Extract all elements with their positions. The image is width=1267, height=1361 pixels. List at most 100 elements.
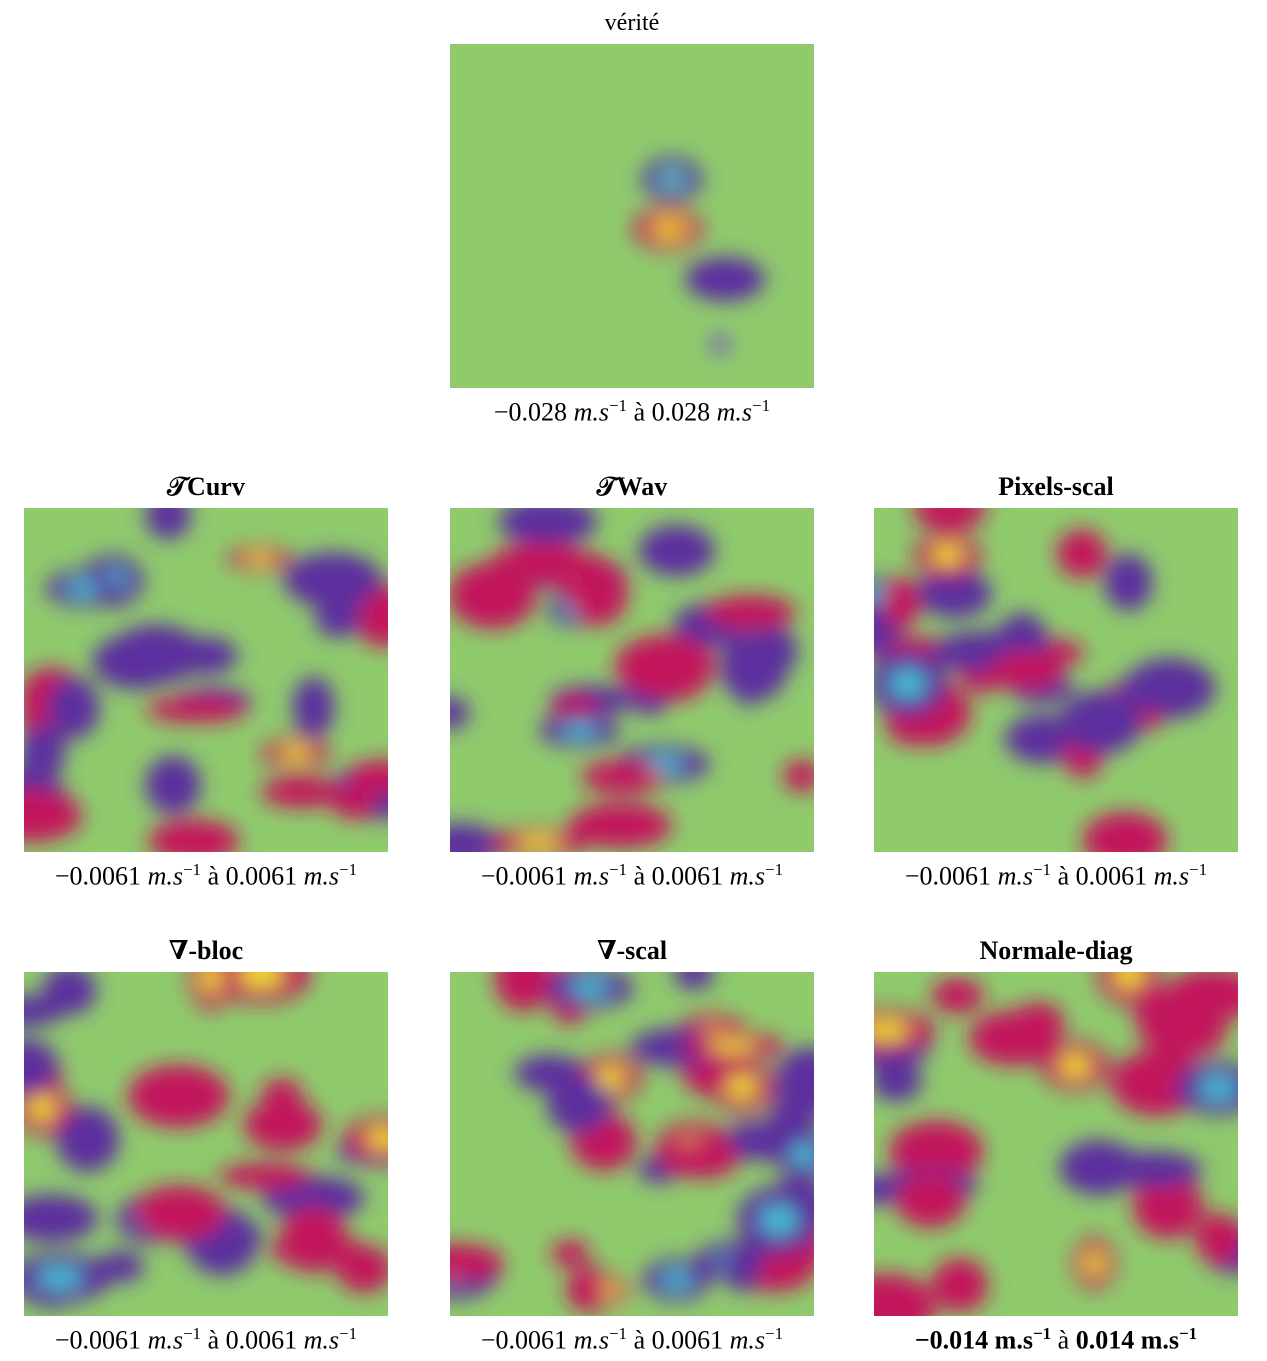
unit-exponent: −1 — [608, 396, 628, 415]
blob — [92, 634, 181, 690]
range-max: 0.0061 — [225, 861, 298, 891]
unit-exponent: −1 — [339, 860, 358, 879]
blob — [1060, 690, 1142, 755]
range-max: 0.0061 — [651, 861, 724, 891]
blob — [450, 562, 537, 629]
blob — [601, 1284, 619, 1297]
blob — [260, 776, 343, 808]
blob — [292, 676, 335, 738]
unit: m.s — [303, 1325, 340, 1355]
caption: −0.0061 m.s−1 à 0.0061 m.s−1 — [412, 1324, 852, 1356]
caption: −0.0061 m.s−1 à 0.0061 m.s−1 — [836, 860, 1267, 892]
range-min: −0.0061 — [480, 861, 568, 891]
caption: −0.0061 m.s−1 à 0.0061 m.s−1 — [0, 860, 426, 892]
range-max: 0.0061 — [1075, 861, 1148, 891]
blob — [201, 972, 222, 993]
blob — [988, 651, 1064, 690]
blob — [24, 789, 83, 842]
blob — [550, 1240, 590, 1267]
blob — [55, 1106, 120, 1172]
unit-exponent: −1 — [608, 1324, 628, 1343]
blob — [931, 1258, 989, 1312]
blob — [874, 1058, 923, 1102]
blob — [1124, 658, 1216, 719]
blob — [673, 972, 714, 990]
unit-exponent: −1 — [1189, 860, 1208, 879]
panel-title: 𝒯Wav — [596, 472, 668, 501]
blob — [1011, 1002, 1065, 1046]
blob — [708, 334, 732, 354]
blob — [134, 1185, 226, 1240]
unit: m.s — [573, 397, 609, 427]
blob — [269, 1237, 370, 1268]
blob — [912, 508, 987, 531]
unit: m.s — [147, 861, 183, 891]
panel-title: Pixels-scal — [998, 472, 1114, 501]
caption: −0.028 m.s−1 à 0.028 m.s−1 — [412, 396, 852, 428]
unit: m.s — [997, 861, 1033, 891]
connector: à — [207, 1325, 220, 1355]
blob — [245, 552, 274, 565]
blobs — [450, 508, 814, 852]
blob — [744, 625, 798, 676]
blobs — [634, 157, 765, 354]
blob — [148, 819, 240, 852]
blob — [895, 1173, 966, 1228]
unit-exponent: −1 — [182, 860, 202, 879]
blob — [344, 1116, 388, 1161]
blob — [1132, 1172, 1204, 1239]
range-min: −0.028 — [493, 397, 568, 427]
field-image — [24, 508, 388, 852]
blob — [497, 508, 598, 546]
blob — [1164, 972, 1238, 1021]
blob — [666, 223, 678, 235]
blob — [127, 1064, 230, 1128]
blob — [28, 1095, 56, 1120]
blob — [1056, 529, 1108, 578]
unit: m.s — [716, 397, 753, 427]
blob — [1098, 972, 1160, 1006]
blob — [366, 1128, 388, 1149]
blob — [596, 1067, 625, 1089]
field-image — [450, 972, 814, 1316]
unit-exponent: −1 — [608, 860, 628, 879]
blob — [145, 696, 248, 723]
connector: à — [1057, 1325, 1070, 1355]
blob — [218, 1162, 312, 1190]
unit-exponent: −1 — [1032, 860, 1052, 879]
blob — [723, 1245, 761, 1292]
blob — [516, 836, 561, 849]
connector: à — [1057, 861, 1070, 891]
blob — [581, 760, 664, 794]
range-min: −0.0061 — [904, 861, 992, 891]
blob — [727, 1075, 756, 1099]
blobs — [24, 508, 388, 852]
blob — [332, 788, 376, 820]
blob — [65, 580, 99, 597]
blob — [685, 257, 765, 301]
range-max: 0.0061 — [225, 1325, 298, 1355]
unit: m.s — [303, 861, 340, 891]
blob — [667, 1139, 739, 1179]
blob — [494, 972, 553, 1012]
blob — [874, 1021, 909, 1041]
range-max: 0.0061 — [651, 1325, 724, 1355]
connector: à — [633, 1325, 646, 1355]
unit-exponent: −1 — [182, 1324, 202, 1343]
unit: m.s — [729, 861, 766, 891]
blob — [882, 576, 920, 629]
panel-title: 𝒯Curv — [167, 472, 245, 501]
unit: m.s — [1153, 861, 1190, 891]
blobs — [24, 972, 388, 1308]
blob — [783, 759, 814, 792]
panel-title: ∇-scal — [596, 936, 668, 965]
blob — [1198, 1076, 1238, 1101]
panel-title: Normale-diag — [979, 936, 1133, 965]
blob — [546, 1076, 612, 1134]
unit-exponent: −1 — [765, 860, 784, 879]
field-image — [450, 508, 814, 852]
blobs — [874, 508, 1216, 852]
connector: à — [207, 861, 220, 891]
unit: m.s — [147, 1325, 183, 1355]
